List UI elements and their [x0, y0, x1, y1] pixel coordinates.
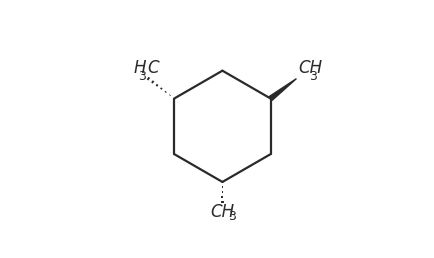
Text: CH: CH	[299, 59, 322, 77]
Polygon shape	[269, 79, 296, 100]
Text: H: H	[134, 59, 146, 77]
Text: 3: 3	[228, 210, 236, 223]
Text: C: C	[147, 59, 158, 77]
Text: 3: 3	[138, 70, 146, 83]
Text: 3: 3	[309, 70, 317, 83]
Text: CH: CH	[210, 203, 234, 221]
